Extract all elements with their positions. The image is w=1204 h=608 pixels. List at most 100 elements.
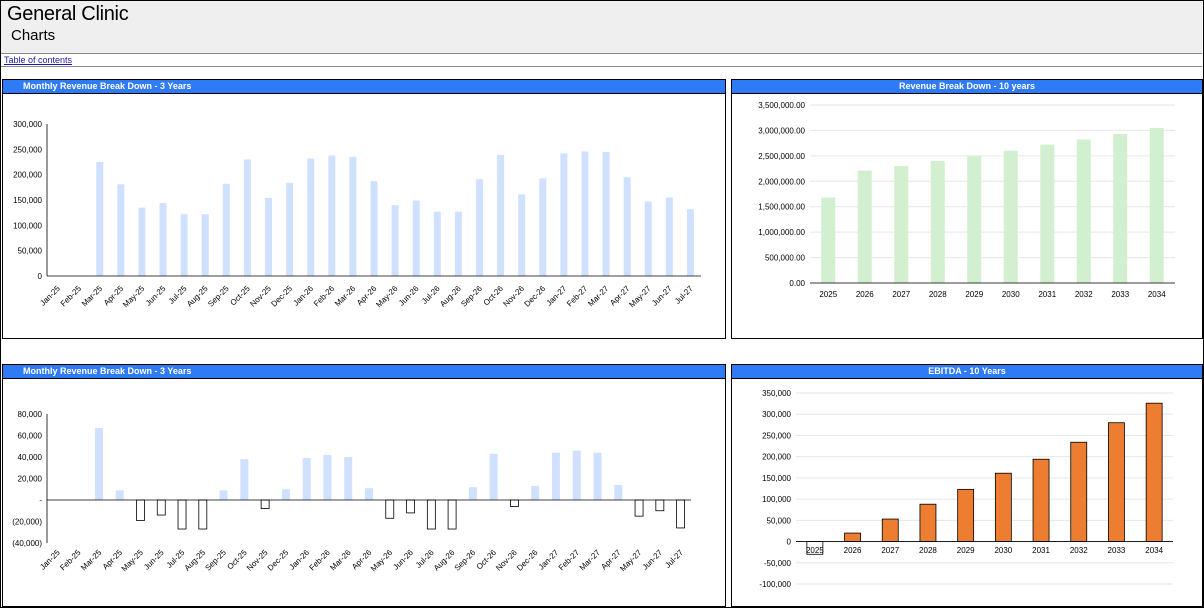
bar	[614, 484, 623, 500]
bar	[426, 499, 436, 530]
x-tick-label: May-27	[618, 548, 644, 574]
x-tick-label: Nov-26	[501, 284, 526, 309]
x-tick-label: Sep-25	[203, 548, 228, 573]
y-tick-label: 500,000.00	[765, 254, 806, 263]
x-tick-label: 2030	[1002, 290, 1020, 299]
x-tick-label: Sep-25	[206, 284, 231, 309]
x-tick-label: Jun-27	[641, 548, 665, 572]
panel-title: EBITDA - 10 Years	[732, 365, 1202, 379]
ebitda-chart: -100,000 -50,000 0 50,000 100,000 150,000 200,…	[759, 389, 1173, 589]
bar	[138, 207, 146, 276]
y-tick-label: 100,000	[762, 495, 791, 504]
bar	[821, 197, 836, 283]
bar	[323, 454, 332, 500]
monthly-cashflow-chart: (40,000) (20,000) - 20,000 40,000 60,000 80,00…	[12, 410, 691, 574]
x-tick-label: May-25	[121, 284, 147, 310]
x-tick-label: Mar-27	[586, 284, 611, 309]
x-tick-label: Mar-25	[79, 548, 104, 573]
x-tick-label: Nov-25	[248, 284, 273, 309]
bar	[180, 214, 188, 276]
panel-title: Monthly Revenue Break Down - 3 Years	[3, 80, 725, 94]
x-tick-label: Jan-26	[291, 284, 315, 308]
y-tick-label: (40,000)	[12, 539, 42, 548]
bar	[967, 155, 982, 283]
x-tick-label: 2033	[1111, 290, 1129, 299]
bar	[159, 203, 167, 276]
bar	[1070, 441, 1088, 542]
bar	[1032, 458, 1050, 542]
bar	[454, 211, 462, 276]
x-tick-label: Jun-25	[142, 548, 166, 572]
y-tick-label: 1,000,000.00	[758, 228, 805, 237]
x-tick-label: 2028	[929, 290, 947, 299]
y-tick-label: 1,500,000.00	[758, 203, 805, 212]
x-tick-label: 2029	[965, 290, 983, 299]
bar	[281, 489, 290, 500]
bar	[349, 156, 357, 276]
bar	[328, 155, 336, 276]
x-tick-label: Jun-27	[650, 284, 674, 308]
bar	[489, 453, 498, 500]
bar	[156, 499, 166, 516]
x-tick-label: 2032	[1070, 546, 1088, 555]
bar	[602, 151, 610, 276]
x-tick-label: Dec-25	[266, 548, 291, 573]
bar	[96, 162, 104, 276]
y-tick-label: 3,000,000.00	[758, 126, 805, 135]
x-tick-label: Nov-26	[494, 548, 519, 573]
x-tick-label: Jan-27	[537, 548, 561, 572]
monthly-revenue-chart: 0 50,000 100,000 150,000 200,000 250,000 300,0…	[13, 120, 701, 310]
bar	[265, 197, 273, 276]
y-tick-label: 20,000	[18, 475, 43, 484]
y-tick-label: 3,500,000.00	[758, 101, 805, 110]
y-tick-label: 300,000	[13, 120, 42, 129]
monthly-cashflow-chart-panel: Monthly Revenue Break Down - 3 Years (40…	[2, 364, 726, 607]
y-tick-label: 250,000	[13, 145, 42, 154]
bar	[344, 457, 353, 500]
x-tick-label: Aug-25	[183, 548, 208, 573]
bar	[240, 459, 249, 500]
y-tick-label: 350,000	[762, 389, 791, 398]
bar	[844, 532, 861, 542]
x-tick-label: Dec-26	[515, 548, 540, 573]
y-tick-label: -	[39, 496, 42, 505]
x-tick-label: Jan-25	[38, 284, 62, 308]
bar	[957, 488, 975, 542]
x-tick-label: Jun-26	[391, 548, 415, 572]
x-tick-label: Feb-27	[565, 284, 590, 309]
x-tick-label: Mar-27	[578, 548, 603, 573]
x-tick-label: 2030	[994, 546, 1012, 555]
bar	[447, 499, 457, 530]
bar	[412, 200, 420, 276]
y-tick-label: 2,500,000.00	[758, 152, 805, 161]
x-tick-label: Sep-26	[459, 284, 484, 309]
bar	[676, 499, 686, 529]
bar	[307, 158, 315, 276]
x-tick-label: 2027	[892, 290, 910, 299]
ebitda-chart-panel: EBITDA - 10 Years -100,000 -50,000 0 50,000…	[731, 364, 1203, 607]
x-tick-label: May-25	[120, 548, 146, 574]
y-tick-label: 40,000	[18, 453, 43, 462]
x-tick-label: 2029	[957, 546, 975, 555]
bar	[560, 153, 568, 276]
page-header: General Clinic Charts	[1, 1, 1202, 54]
table-of-contents-link[interactable]: Table of contents	[4, 55, 73, 65]
y-tick-label: 300,000	[762, 410, 791, 419]
bar	[665, 197, 673, 276]
x-tick-label: Aug-25	[185, 284, 210, 309]
bar	[531, 486, 540, 500]
bar	[201, 214, 209, 276]
y-tick-label: -50,000	[764, 559, 792, 568]
bar	[593, 452, 602, 500]
bar	[406, 499, 415, 514]
bar	[302, 458, 311, 500]
x-tick-label: 2028	[919, 546, 937, 555]
bar	[930, 160, 945, 283]
bar	[365, 488, 373, 500]
x-tick-label: Jan-26	[287, 548, 311, 572]
bar	[994, 472, 1012, 542]
x-tick-label: 2031	[1038, 290, 1056, 299]
y-tick-label: 200,000	[13, 171, 42, 180]
bar	[623, 177, 631, 276]
bar	[243, 159, 251, 276]
